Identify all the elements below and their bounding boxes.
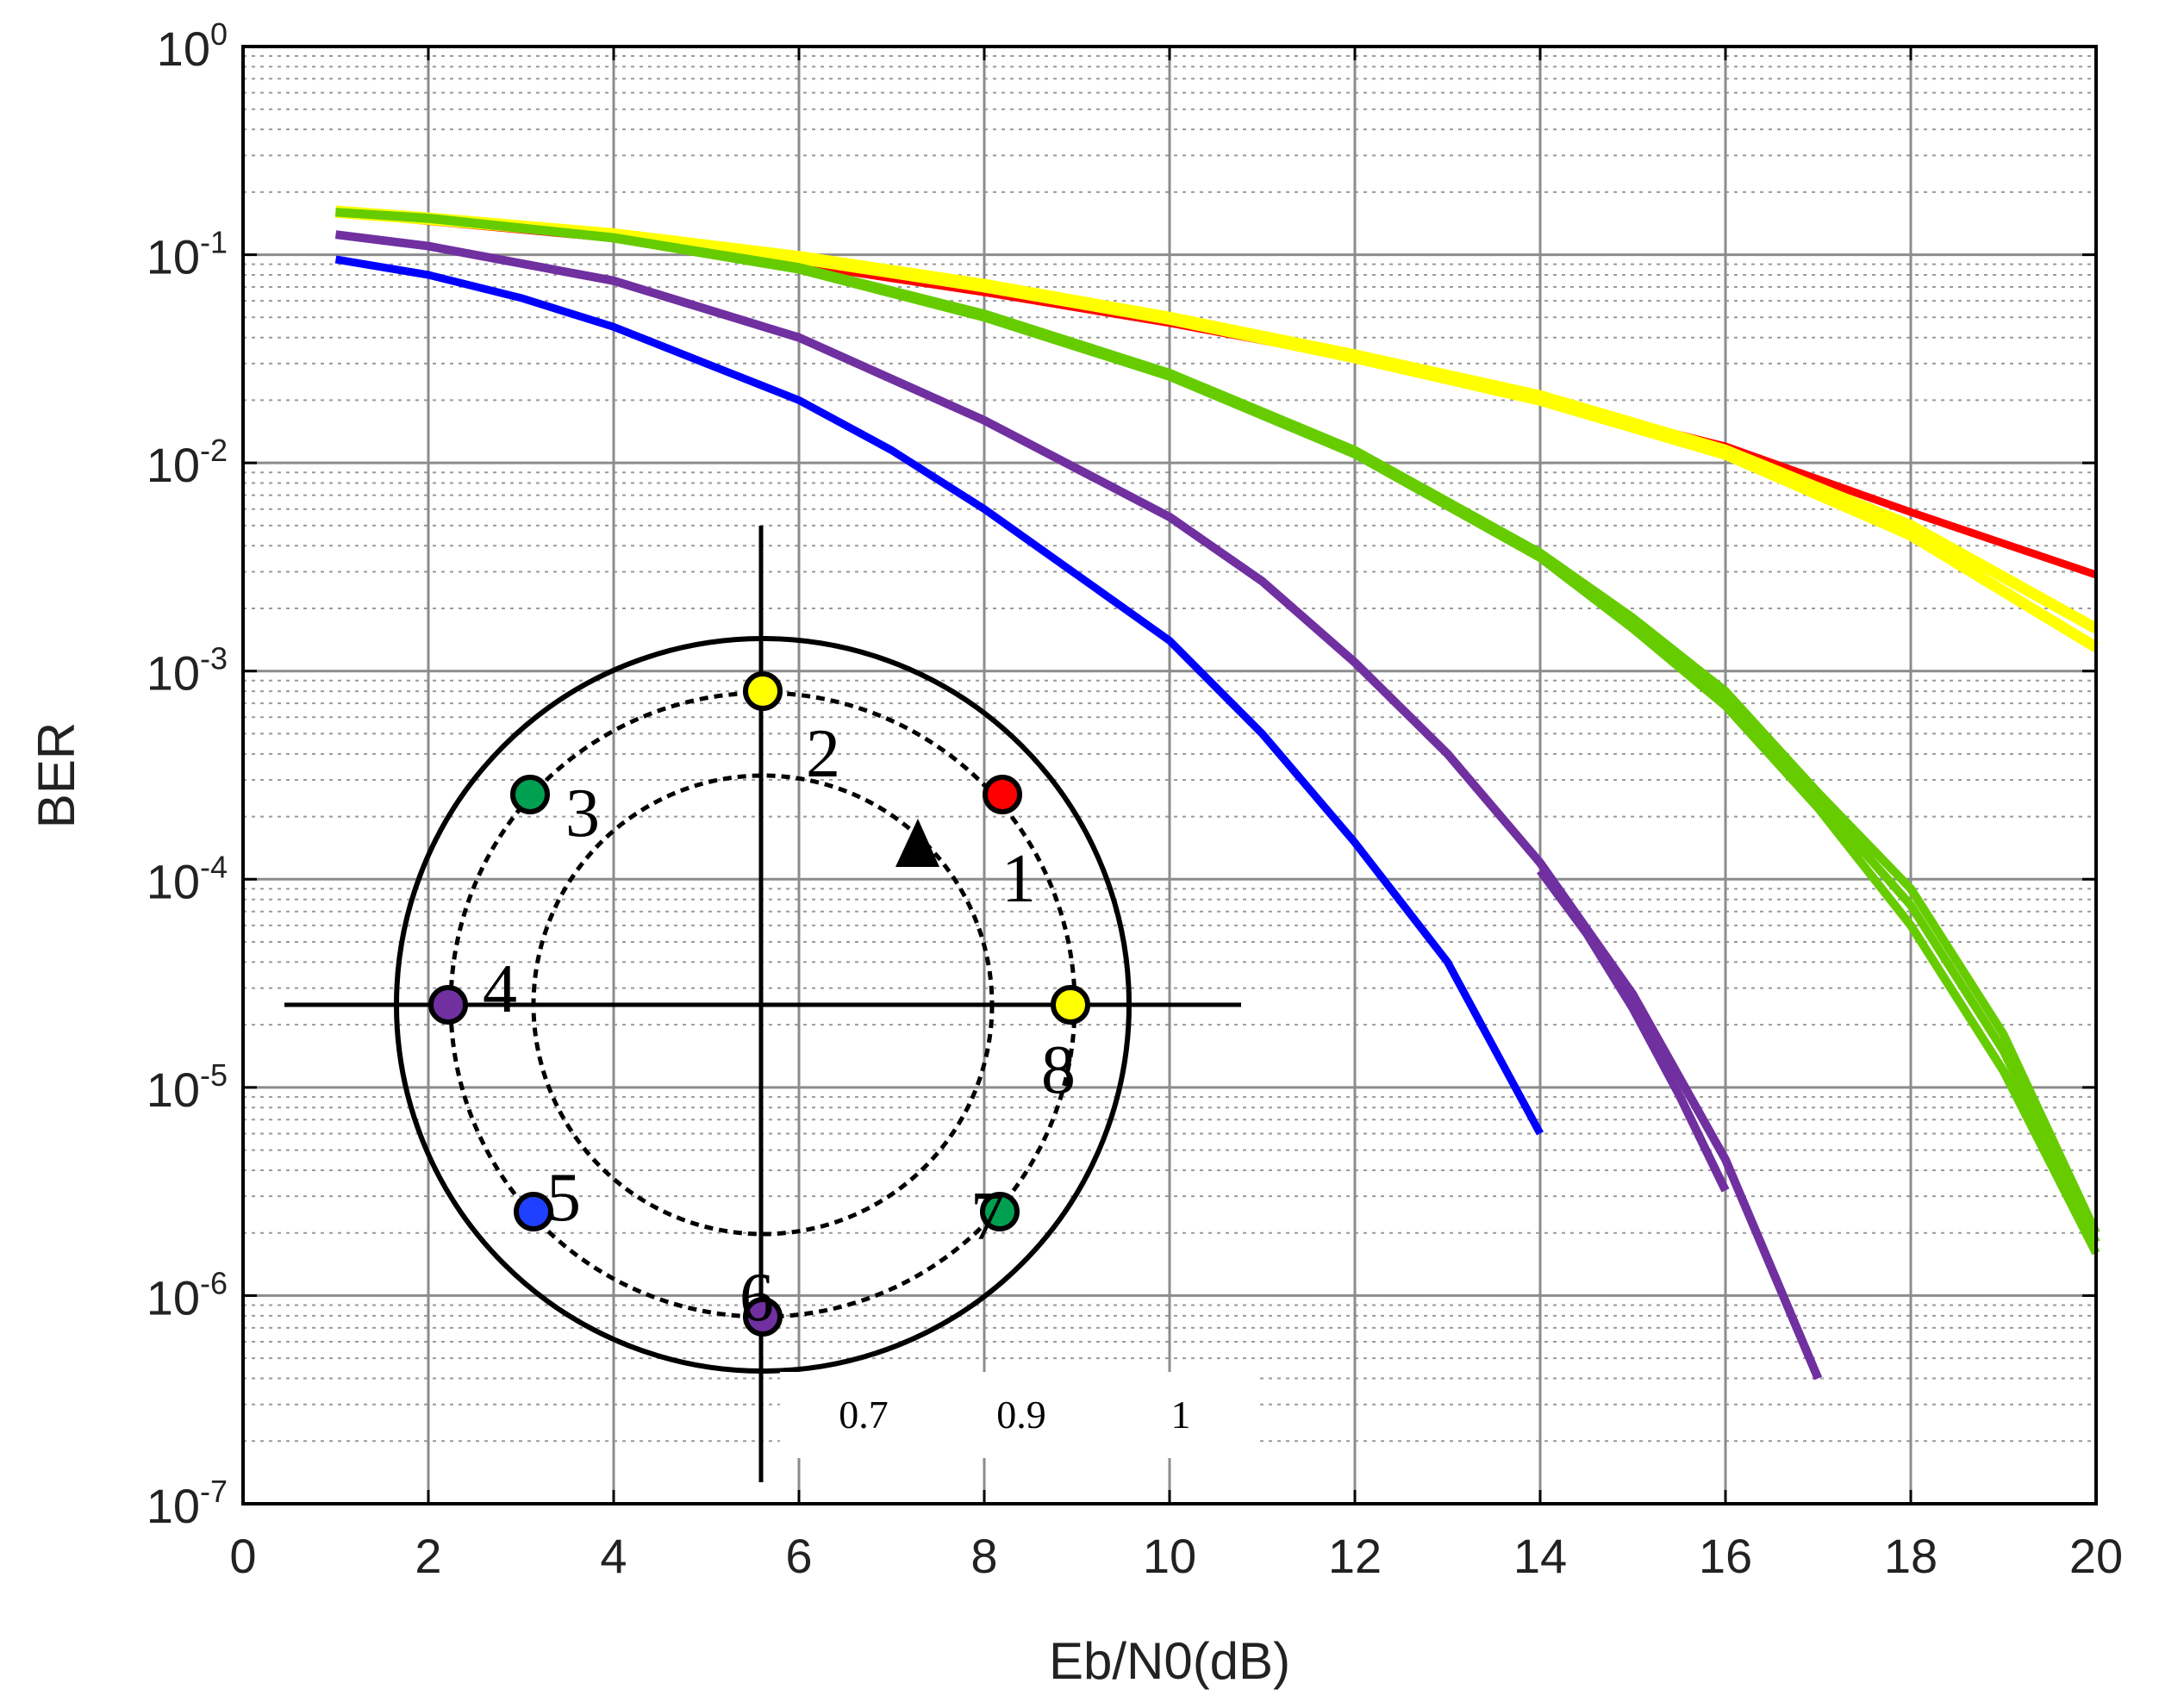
x-axis-label: Eb/N0(dB) bbox=[1049, 1632, 1290, 1690]
x-tick-label: 14 bbox=[1513, 1529, 1567, 1583]
constellation-label-1: 1 bbox=[1002, 841, 1036, 917]
constellation-label-4: 4 bbox=[483, 951, 517, 1027]
constellation-inset: 1 2 3 4 5 6 78 0.7 0.9 1 bbox=[284, 526, 1256, 1482]
x-tick-label: 0 bbox=[229, 1529, 256, 1583]
series-line-8 bbox=[1536, 868, 1730, 1193]
constellation-label-8: 8 bbox=[1041, 1032, 1076, 1108]
x-tick-label: 4 bbox=[600, 1529, 627, 1583]
constellation-point-7 bbox=[980, 1192, 1020, 1231]
constellation-point-2 bbox=[743, 671, 783, 711]
series-line-5 bbox=[335, 208, 2100, 1235]
constellation-label-5: 5 bbox=[546, 1160, 581, 1236]
y-tick-label: 10-3 bbox=[147, 641, 228, 701]
constellation-label-2: 2 bbox=[806, 716, 840, 792]
series-layer bbox=[334, 205, 2100, 1381]
constellation-label-7: 7 bbox=[970, 1179, 1005, 1255]
constellation-label-6: 6 bbox=[739, 1260, 774, 1336]
inset-outer-circle bbox=[394, 636, 1132, 1374]
y-tick-label: 10-1 bbox=[147, 225, 228, 284]
x-tick-label: 16 bbox=[1699, 1529, 1752, 1583]
constellation-point-5 bbox=[514, 1192, 553, 1231]
x-tick-label: 12 bbox=[1328, 1529, 1382, 1583]
x-tick-label: 20 bbox=[2069, 1529, 2123, 1583]
constellation-label-3: 3 bbox=[565, 776, 600, 851]
series-line-6 bbox=[335, 208, 2100, 1244]
constellation-point-3 bbox=[510, 775, 550, 814]
rotation-arrow-icon bbox=[895, 819, 939, 867]
x-tick-label: 10 bbox=[1143, 1529, 1196, 1583]
grid-layer bbox=[241, 45, 2098, 1505]
series-line-3 bbox=[335, 205, 2100, 634]
x-tick-label: 2 bbox=[415, 1529, 441, 1583]
series-line-9 bbox=[334, 255, 1544, 1136]
x-tick-label: 8 bbox=[970, 1529, 997, 1583]
constellation-point-6 bbox=[743, 1297, 783, 1337]
inset-radius-label: 1 bbox=[1171, 1393, 1191, 1437]
tick-layer: 0 2 4 6 8 10 12 14 16 18 2010010-110-210-310-410-5… bbox=[147, 16, 2123, 1583]
constellation-point-8 bbox=[1051, 985, 1090, 1025]
constellation-point-1 bbox=[983, 775, 1022, 814]
series-line-7 bbox=[334, 230, 1823, 1381]
inset-radius-label: 0.9 bbox=[996, 1393, 1046, 1437]
inset-radius-label: 0.7 bbox=[839, 1393, 889, 1437]
y-tick-label: 10-4 bbox=[147, 849, 228, 908]
y-axis-label: BER bbox=[28, 722, 85, 828]
y-tick-label: 10-5 bbox=[147, 1057, 228, 1117]
y-tick-label: 100 bbox=[157, 16, 228, 76]
inset-inner-circle bbox=[531, 773, 995, 1237]
y-tick-label: 10-6 bbox=[147, 1265, 228, 1325]
constellation-point-4 bbox=[428, 985, 468, 1025]
inset-scale-box bbox=[780, 1372, 1256, 1458]
y-tick-label: 10-7 bbox=[147, 1474, 228, 1533]
x-tick-label: 18 bbox=[1884, 1529, 1937, 1583]
y-tick-label: 10-2 bbox=[147, 433, 228, 492]
x-tick-label: 6 bbox=[785, 1529, 812, 1583]
